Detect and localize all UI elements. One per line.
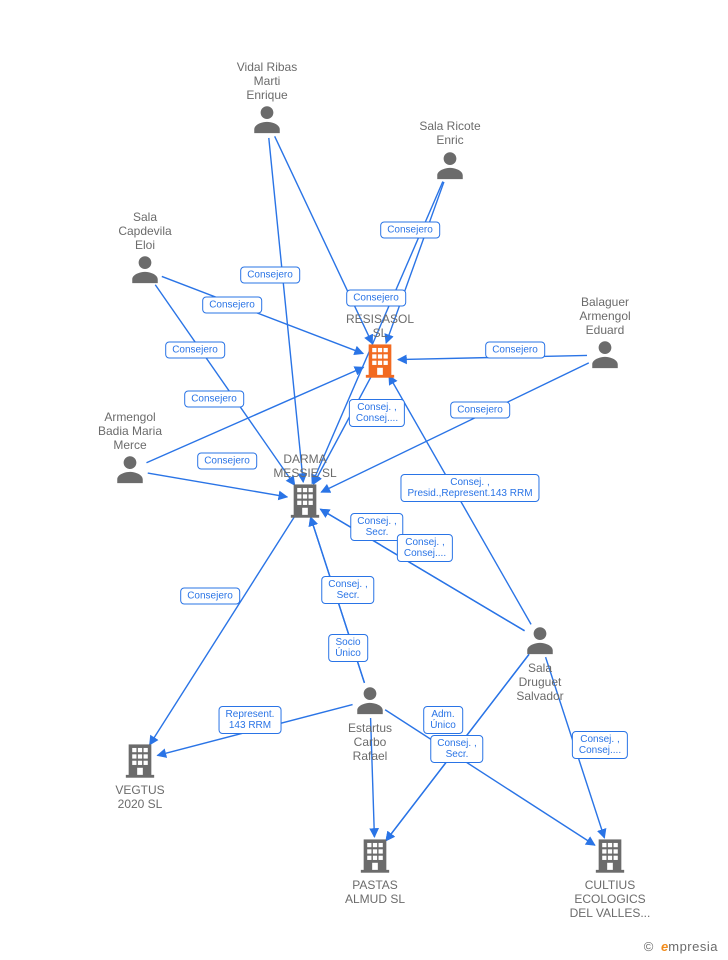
edge-label: Consejero xyxy=(165,342,225,359)
node-label: EstartusCarboRafael xyxy=(310,722,430,763)
person-icon xyxy=(113,452,147,491)
company-node-pastas[interactable]: PASTASALMUD SL xyxy=(315,836,435,907)
node-label: ArmengolBadia MariaMerce xyxy=(70,411,190,452)
node-label: BalaguerArmengolEduard xyxy=(545,296,665,337)
node-label: CULTIUSECOLOGICSDEL VALLES... xyxy=(550,879,670,920)
edge-label: Consejero xyxy=(184,391,244,408)
edge-label: Consej. ,Secr. xyxy=(430,735,483,763)
person-icon xyxy=(523,623,557,662)
edge-label: Consejero xyxy=(202,297,262,314)
copyright-symbol: © xyxy=(644,939,654,954)
node-label: SalaDruguetSalvador xyxy=(480,662,600,703)
building-icon xyxy=(123,741,157,784)
person-icon xyxy=(128,252,162,291)
company-node-darma[interactable]: DARMAMESSIE SL xyxy=(245,453,365,524)
building-icon xyxy=(358,836,392,879)
person-icon xyxy=(353,683,387,722)
edge-label: Consej. ,Consej.... xyxy=(349,399,405,427)
person-icon xyxy=(433,148,467,187)
edge-label: Consej. ,Consej.... xyxy=(572,731,628,759)
building-icon xyxy=(288,481,322,524)
node-label: SalaCapdevilaEloi xyxy=(85,211,205,252)
edge-line xyxy=(269,138,303,482)
person-node-eloi[interactable]: SalaCapdevilaEloi xyxy=(85,211,205,291)
brand-rest: mpresia xyxy=(668,939,718,954)
edge-label: Consej. ,Presid.,Represent.143 RRM xyxy=(400,474,539,502)
company-node-cultius[interactable]: CULTIUSECOLOGICSDEL VALLES... xyxy=(550,836,670,920)
edge-label: Consejero xyxy=(346,290,406,307)
edge-label: SocioÚnico xyxy=(328,634,368,662)
edge-label: Consej. ,Secr. xyxy=(321,576,374,604)
edge-label: Consejero xyxy=(380,222,440,239)
edge-label: Represent.143 RRM xyxy=(219,706,282,734)
company-node-vegtus[interactable]: VEGTUS2020 SL xyxy=(80,741,200,812)
edge-label: Consejero xyxy=(240,267,300,284)
person-node-rafael[interactable]: EstartusCarboRafael xyxy=(310,683,430,763)
building-icon xyxy=(593,836,627,879)
person-node-salvador[interactable]: SalaDruguetSalvador xyxy=(480,623,600,703)
footer-branding: © empresia xyxy=(644,939,718,954)
edge-label: Consejero xyxy=(450,402,510,419)
node-label: Vidal RibasMartiEnrique xyxy=(207,61,327,102)
person-node-balaguer[interactable]: BalaguerArmengolEduard xyxy=(545,296,665,376)
edge-label: Consej. ,Consej.... xyxy=(397,534,453,562)
company-node-resisasol[interactable]: RESISASOLSL xyxy=(320,313,440,384)
edge-label: Consejero xyxy=(180,588,240,605)
node-label: DARMAMESSIE SL xyxy=(245,453,365,481)
edge-label: Adm.Único xyxy=(423,706,463,734)
person-icon xyxy=(588,337,622,376)
person-node-merce[interactable]: ArmengolBadia MariaMerce xyxy=(70,411,190,491)
edge-label: Consejero xyxy=(197,453,257,470)
node-label: PASTASALMUD SL xyxy=(315,879,435,907)
edge-label: Consej. ,Secr. xyxy=(350,513,403,541)
node-label: VEGTUS2020 SL xyxy=(80,784,200,812)
person-node-vidal[interactable]: Vidal RibasMartiEnrique xyxy=(207,61,327,141)
person-icon xyxy=(250,102,284,141)
node-label: Sala RicoteEnric xyxy=(390,120,510,148)
person-node-enric[interactable]: Sala RicoteEnric xyxy=(390,120,510,187)
node-label: RESISASOLSL xyxy=(320,313,440,341)
building-icon xyxy=(363,341,397,384)
edge-label: Consejero xyxy=(485,342,545,359)
